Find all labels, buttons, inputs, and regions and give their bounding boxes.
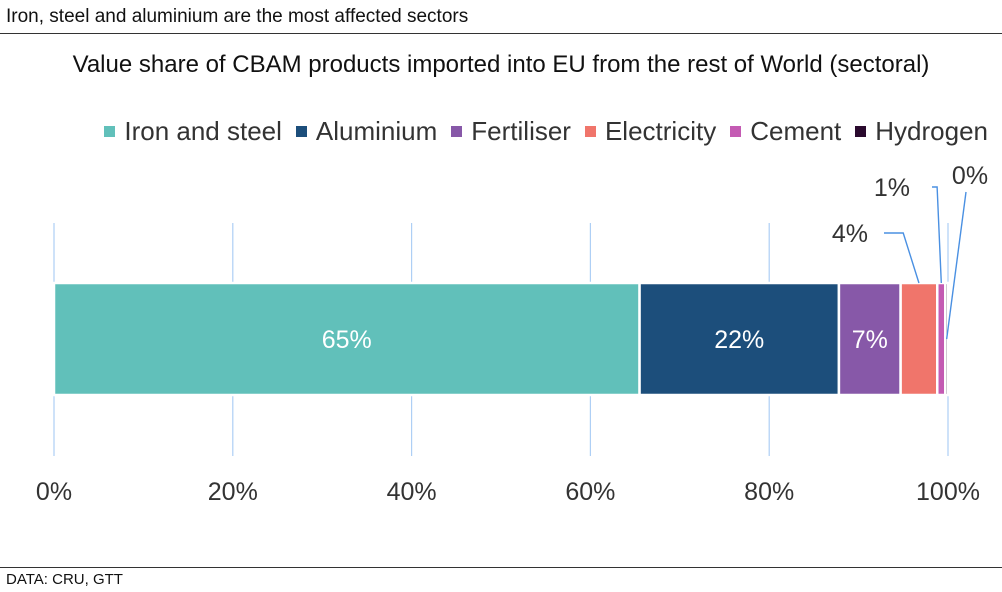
- legend-label: Aluminium: [315, 116, 438, 146]
- chart-title: Value share of CBAM products imported in…: [72, 51, 930, 78]
- legend-label: Iron and steel: [124, 116, 282, 146]
- legend-item-cement: Cement: [730, 116, 841, 147]
- legend-swatch: [451, 126, 463, 137]
- legend-swatch: [730, 126, 742, 137]
- legend-item-electricity: Electricity: [584, 116, 717, 147]
- x-tick-label: 0%: [36, 478, 72, 506]
- bar-segment: [52, 281, 641, 397]
- legend-label: Fertiliser: [471, 116, 571, 146]
- legend-item-aluminium: Aluminium: [295, 116, 438, 147]
- x-tick-label: 80%: [744, 478, 794, 506]
- x-tick-label: 60%: [565, 478, 615, 506]
- chart-legend: Iron and steel Aluminium Fertiliser Elec…: [90, 116, 988, 147]
- legend-swatch: [855, 126, 867, 137]
- data-label: 1%: [874, 174, 910, 202]
- legend-item-iron-and-steel: Iron and steel: [104, 116, 282, 147]
- data-label: 7%: [852, 326, 888, 354]
- legend-label: Cement: [750, 116, 842, 146]
- legend-label: Electricity: [604, 116, 717, 146]
- leader-line: [884, 232, 920, 284]
- x-tick-label: 100%: [916, 478, 980, 506]
- data-label: 4%: [832, 220, 868, 248]
- stacked-bar-chart: 65% 22% 7% 4%1% 0% 0% 20% 40% 60% 80% 100%: [36, 162, 988, 506]
- legend-swatch: [104, 126, 116, 137]
- legend-item-fertiliser: Fertiliser: [451, 116, 571, 147]
- headline: Iron, steel and aluminium are the most a…: [6, 6, 469, 27]
- data-label: 65%: [322, 326, 372, 354]
- top-divider: [0, 33, 1002, 34]
- legend-swatch: [584, 126, 596, 137]
- bottom-divider: [0, 567, 1002, 568]
- source-note: DATA: CRU, GTT: [6, 571, 123, 588]
- x-tick-label: 40%: [387, 478, 437, 506]
- leader-line: [945, 191, 967, 340]
- x-tick-label: 20%: [208, 478, 258, 506]
- legend-label: Hydrogen: [875, 116, 988, 146]
- data-label: 22%: [714, 326, 764, 354]
- bar-segment: [899, 281, 939, 397]
- legend-item-hydrogen: Hydrogen: [855, 116, 988, 147]
- data-label: 0%: [952, 162, 988, 190]
- leader-line: [932, 186, 942, 284]
- legend-swatch: [295, 126, 307, 137]
